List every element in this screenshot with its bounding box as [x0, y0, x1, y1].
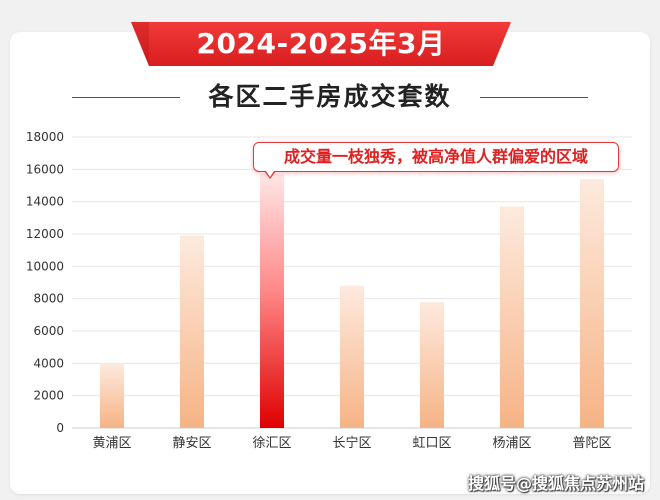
title-banner-label-wrap: 2024-2025年3月: [131, 20, 511, 68]
y-tick-label: 0: [56, 421, 64, 435]
bars: [100, 174, 604, 428]
y-tick-label: 6000: [33, 324, 64, 338]
bar-2: [180, 235, 204, 428]
bar-6: [500, 206, 524, 428]
x-tick-label: 普陀区: [572, 435, 611, 451]
callout-box: 成交量一枝独秀，被高净值人群偏爱的区域: [253, 142, 619, 179]
x-tick-label: 虹口区: [412, 436, 451, 451]
subtitle-line-left: [72, 97, 180, 98]
bar-3: [260, 174, 284, 428]
x-axis-tick-labels: 黄浦区 静安区 徐汇区 长宁区 虹口区 杨浦区 普陀区: [92, 435, 611, 451]
bar-1: [100, 363, 124, 428]
y-tick-label: 8000: [33, 292, 64, 306]
y-tick-label: 2000: [33, 389, 64, 403]
y-tick-label: 14000: [26, 195, 64, 209]
bar-4: [340, 285, 364, 428]
x-tick-label: 杨浦区: [492, 436, 531, 451]
title-banner: [131, 22, 511, 66]
callout-pointer-inner: [265, 170, 274, 177]
y-tick-label: 16000: [26, 162, 64, 176]
banner-shape: [131, 22, 511, 66]
y-tick-label: 18000: [26, 130, 64, 144]
callout-text: 成交量一枝独秀，被高净值人群偏爱的区域: [283, 147, 588, 166]
banner-title: 2024-2025年3月: [196, 27, 446, 60]
subtitle-row: 各区二手房成交套数: [0, 80, 660, 114]
x-tick-label: 徐汇区: [252, 436, 291, 451]
y-tick-label: 10000: [26, 259, 64, 273]
chart-title: 各区二手房成交套数: [208, 82, 452, 111]
subtitle-line-right: [480, 97, 588, 98]
y-tick-label: 12000: [26, 227, 64, 241]
banner-fold-left: [131, 22, 149, 66]
x-tick-label: 静安区: [172, 436, 211, 451]
x-tick-label: 长宁区: [332, 435, 371, 451]
x-tick-label: 黄浦区: [92, 436, 131, 451]
y-axis-tick-labels: 0 2000 4000 6000 8000 10000 12000 14000 16000 180…: [26, 130, 64, 435]
y-tick-label: 4000: [33, 356, 64, 370]
bar-7: [580, 179, 604, 428]
watermark: 搜狐号@搜狐焦点苏州站: [467, 474, 644, 493]
bar-5: [420, 301, 444, 428]
